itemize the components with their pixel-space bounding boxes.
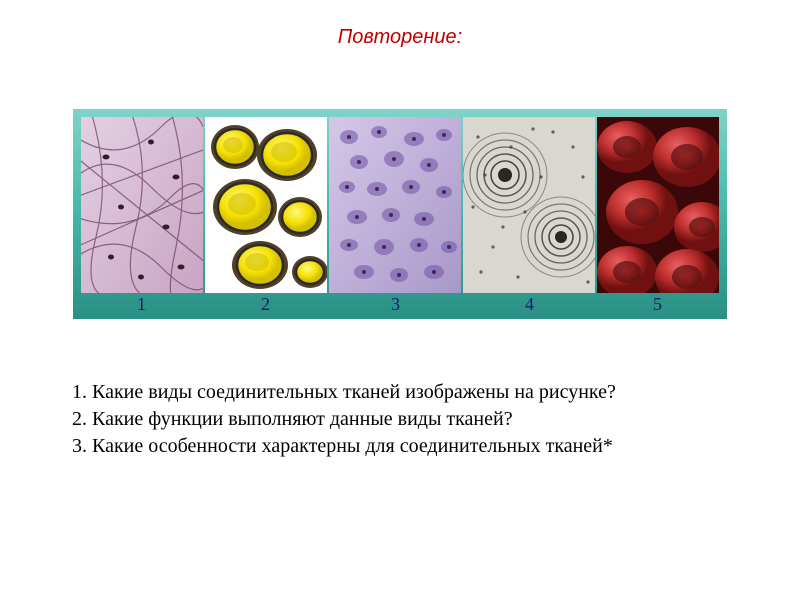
question-item: 2. Какие функции выполняют данные виды т… (72, 406, 800, 433)
panel-number-4: 4 (525, 294, 534, 315)
question-item: 3. Какие особенности характерны для соед… (72, 433, 800, 460)
tissue-image-strip: 1 2 3 4 5 (73, 109, 727, 319)
panel-number-3: 3 (391, 294, 400, 315)
panel-number-2: 2 (261, 294, 270, 315)
tissue-panel-5 (597, 117, 719, 293)
question-item: 1. Какие виды соединительных тканей изоб… (72, 379, 800, 406)
panel-number-5: 5 (653, 294, 662, 315)
slide-title: Повторение: (0, 0, 800, 49)
tissue-panel-4 (463, 117, 595, 293)
tissue-panel-3 (329, 117, 461, 293)
question-list: 1. Какие виды соединительных тканей изоб… (72, 379, 800, 460)
tissue-panel-2 (205, 117, 327, 293)
tissue-panel-1 (81, 117, 203, 293)
panel-number-1: 1 (137, 294, 146, 315)
